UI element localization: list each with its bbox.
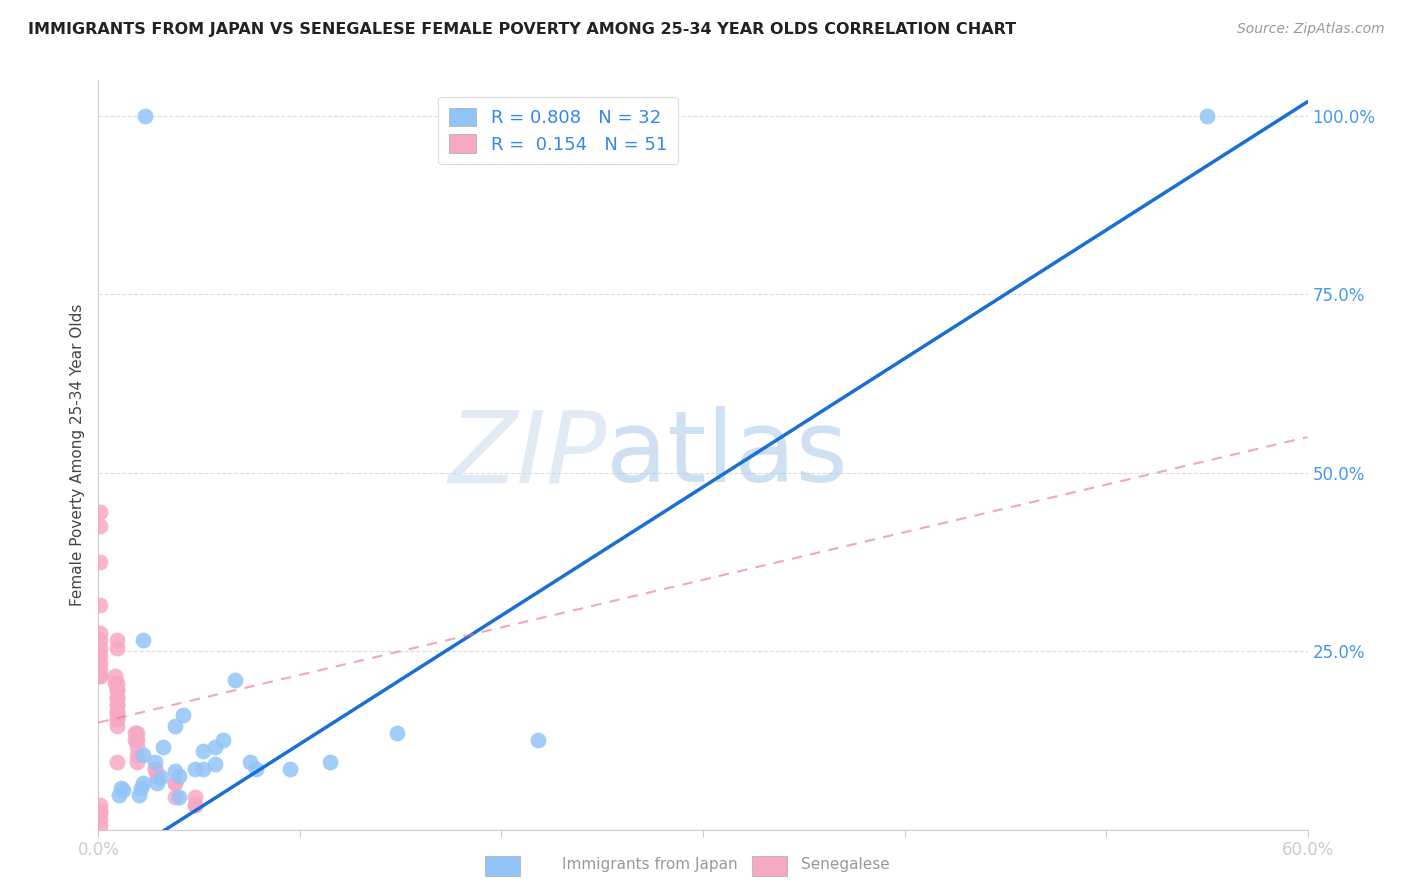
Point xyxy=(105,690,128,705)
Point xyxy=(105,676,128,690)
Point xyxy=(105,690,128,705)
Point xyxy=(204,756,226,771)
Point xyxy=(105,683,128,698)
Point xyxy=(89,519,111,533)
Point xyxy=(163,776,186,790)
Text: ZIP: ZIP xyxy=(449,407,606,503)
Point xyxy=(89,797,111,812)
Text: atlas: atlas xyxy=(606,407,848,503)
Point xyxy=(167,769,190,783)
Point xyxy=(204,740,226,755)
Point xyxy=(163,719,186,733)
Point xyxy=(105,698,128,712)
Point xyxy=(132,747,155,762)
Point xyxy=(184,790,207,805)
Point xyxy=(129,781,152,796)
Point xyxy=(105,712,128,726)
Point xyxy=(152,740,174,755)
Text: IMMIGRANTS FROM JAPAN VS SENEGALESE FEMALE POVERTY AMONG 25-34 YEAR OLDS CORRELA: IMMIGRANTS FROM JAPAN VS SENEGALESE FEMA… xyxy=(28,22,1017,37)
Point xyxy=(125,755,148,769)
Point xyxy=(89,648,111,662)
Point xyxy=(89,655,111,669)
Point xyxy=(143,762,166,776)
Point xyxy=(124,726,146,740)
Point xyxy=(184,797,207,812)
Point xyxy=(111,783,134,797)
Y-axis label: Female Poverty Among 25-34 Year Olds: Female Poverty Among 25-34 Year Olds xyxy=(69,304,84,606)
Point xyxy=(89,626,111,640)
Point xyxy=(89,633,111,648)
Point xyxy=(319,755,342,769)
Point xyxy=(89,598,111,612)
Point xyxy=(526,733,548,747)
Point xyxy=(163,790,186,805)
Point xyxy=(132,776,155,790)
Point xyxy=(1195,109,1218,123)
Point xyxy=(146,769,169,783)
Point xyxy=(89,669,111,683)
Point xyxy=(105,705,128,719)
Point xyxy=(105,683,128,698)
Point xyxy=(125,733,148,747)
Point xyxy=(239,755,262,769)
Point xyxy=(163,764,186,778)
Point xyxy=(385,726,408,740)
Point xyxy=(128,789,150,803)
Point xyxy=(107,789,129,803)
Point xyxy=(184,797,207,812)
Point xyxy=(89,805,111,819)
Point xyxy=(134,109,156,123)
Point xyxy=(105,712,128,726)
Point xyxy=(146,769,169,783)
Point xyxy=(103,676,125,690)
Point xyxy=(143,762,166,776)
Point xyxy=(105,698,128,712)
Point xyxy=(193,744,215,758)
Point xyxy=(89,669,111,683)
Point xyxy=(125,747,148,762)
Point xyxy=(103,669,125,683)
Point xyxy=(163,776,186,790)
Point xyxy=(110,781,132,796)
Point xyxy=(89,805,111,819)
Point xyxy=(278,762,301,776)
Point xyxy=(105,719,128,733)
Point xyxy=(105,705,128,719)
Point xyxy=(105,633,128,648)
Point xyxy=(143,755,166,769)
Point xyxy=(105,755,128,769)
Text: Source: ZipAtlas.com: Source: ZipAtlas.com xyxy=(1237,22,1385,37)
Point xyxy=(89,505,111,519)
Text: Senegalese: Senegalese xyxy=(801,857,890,872)
Point xyxy=(167,790,190,805)
Point xyxy=(146,776,169,790)
Point xyxy=(124,733,146,747)
Point xyxy=(105,640,128,655)
Point xyxy=(89,819,111,833)
Point xyxy=(212,733,235,747)
Legend: R = 0.808   N = 32, R =  0.154   N = 51: R = 0.808 N = 32, R = 0.154 N = 51 xyxy=(439,97,678,164)
Point xyxy=(184,762,207,776)
Point xyxy=(245,762,267,776)
Point xyxy=(125,740,148,755)
Point xyxy=(89,555,111,569)
Point xyxy=(125,726,148,740)
Point xyxy=(172,708,194,723)
Point xyxy=(224,673,246,687)
Point xyxy=(89,662,111,676)
Text: Immigrants from Japan: Immigrants from Japan xyxy=(562,857,738,872)
Point xyxy=(193,762,215,776)
Point xyxy=(89,812,111,826)
Point xyxy=(149,771,172,785)
Point xyxy=(132,633,155,648)
Point xyxy=(89,640,111,655)
